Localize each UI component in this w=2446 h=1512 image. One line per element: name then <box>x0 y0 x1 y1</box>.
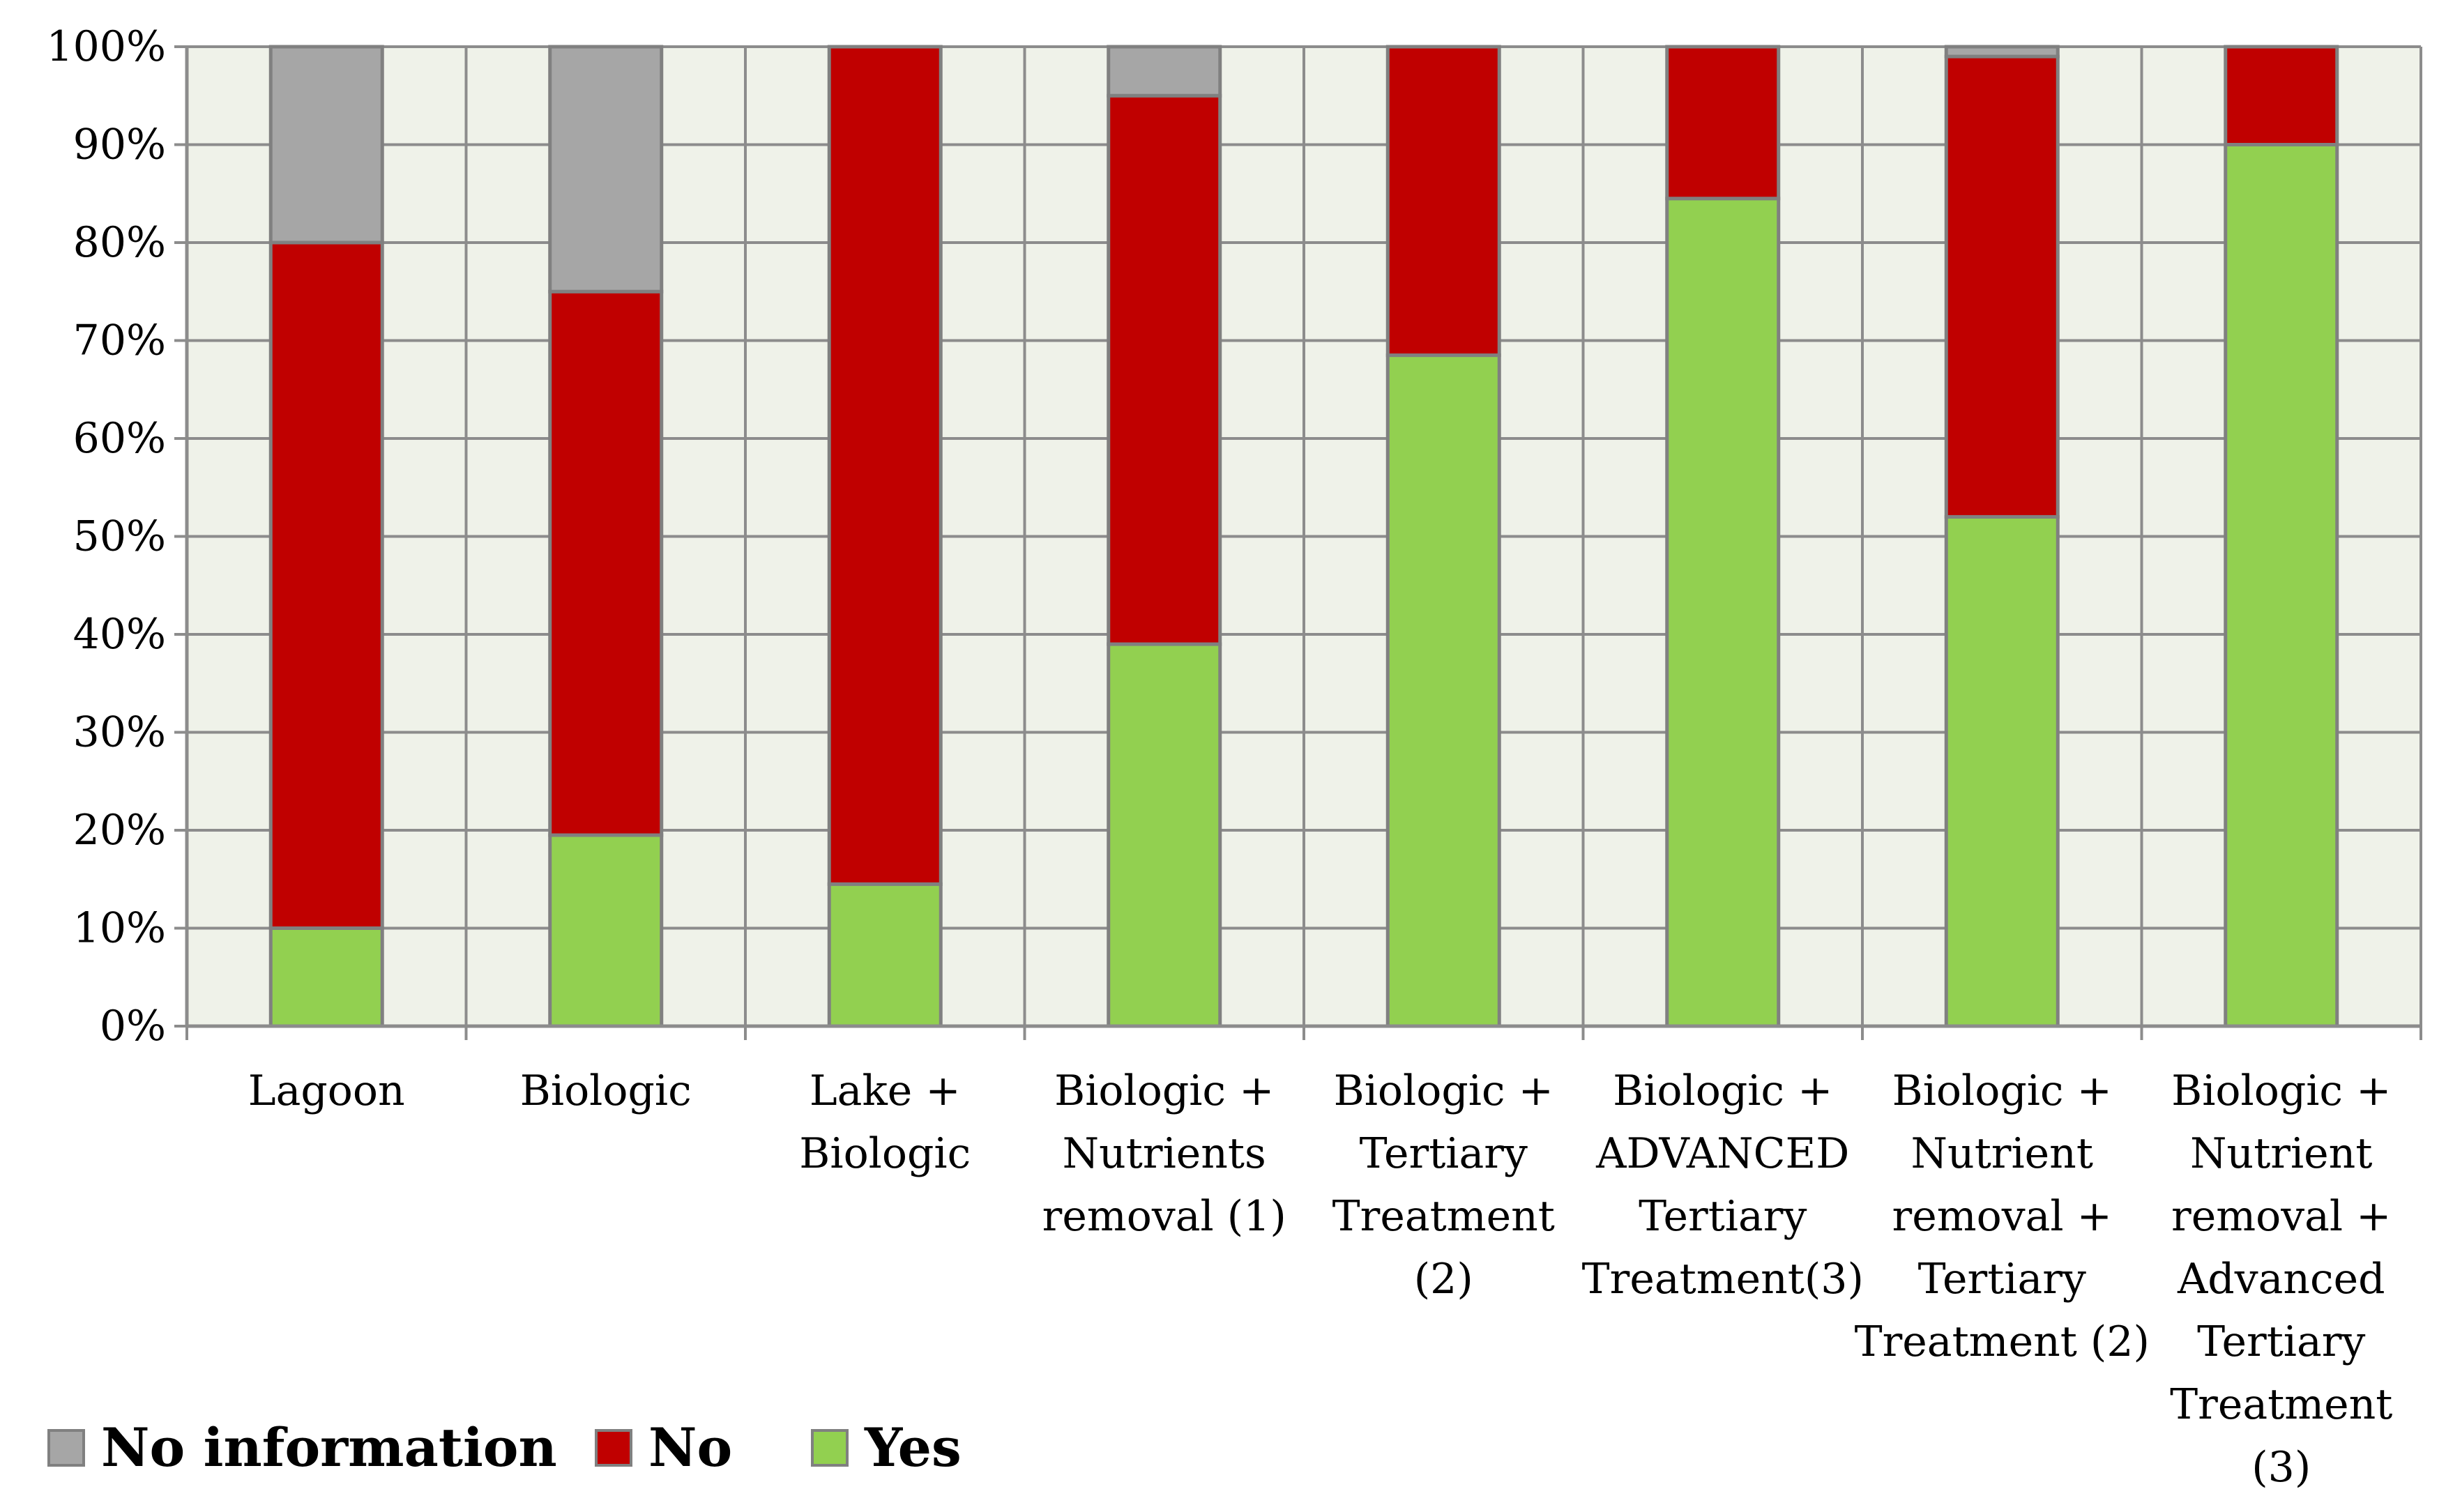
x-tick-label-line: Nutrients <box>1063 1129 1266 1178</box>
x-tick-label-line: removal (1) <box>1042 1192 1286 1241</box>
bar-segment-no <box>1107 93 1222 646</box>
y-tick-label: 80% <box>73 218 166 267</box>
x-tick-label-line: Biologic <box>520 1067 692 1115</box>
x-tick-label-line: removal + <box>1892 1192 2112 1241</box>
x-tick-labels: Lagoon Biologic Lake + Biologic Biologic + Nu… <box>248 1067 2393 1492</box>
bar-segment-no-information <box>1107 45 1222 98</box>
x-tick-label-line: Biologic + <box>2171 1067 2391 1115</box>
bar-segment-no <box>1944 54 2060 519</box>
x-tick-label: Biologic <box>520 1067 692 1115</box>
x-tick-label-line: ADVANCED <box>1595 1129 1849 1178</box>
x-tick-label: Biologic + Tertiary Treatment (2) <box>1332 1067 1555 1304</box>
x-tick-label-line: Biologic + <box>1613 1067 1832 1115</box>
bars <box>268 45 2339 1028</box>
x-tick-label-line: Tertiary <box>1360 1129 1528 1178</box>
bar-segment-yes <box>1944 514 2060 1028</box>
bar-segment-yes <box>1665 197 1781 1028</box>
y-tick-label: 0% <box>100 1002 166 1051</box>
bar-segment-yes <box>268 926 384 1028</box>
x-tick-label-line: Lake + <box>810 1067 961 1115</box>
x-tick-label-line: removal + <box>2171 1192 2391 1241</box>
x-tick-label-line: Advanced <box>2177 1255 2385 1304</box>
y-tick-label: 90% <box>73 121 166 169</box>
x-tick-label-line: Biologic + <box>1892 1067 2112 1115</box>
legend-label: No information <box>101 1416 557 1479</box>
x-tick-label-line: (3) <box>2251 1443 2311 1492</box>
x-tick-label-line: Biologic + <box>1334 1067 1554 1115</box>
bar-segment-yes <box>2224 143 2339 1028</box>
legend-label: Yes <box>864 1416 962 1479</box>
y-tick-label: 30% <box>73 708 166 757</box>
x-tick-label: Biologic + Nutrients removal (1) <box>1042 1067 1286 1241</box>
legend: No information No Yes <box>47 1416 962 1479</box>
legend-swatch <box>47 1429 85 1467</box>
legend-swatch <box>595 1429 632 1467</box>
x-tick-label-line: Treatment (2) <box>1855 1318 2150 1366</box>
x-tick-label-line: Tertiary <box>1918 1255 2086 1304</box>
x-tick-label: Lake + Biologic <box>799 1067 971 1178</box>
bar-segment-yes <box>1107 642 1222 1028</box>
x-tick-label-line: (2) <box>1414 1255 1473 1304</box>
axes <box>174 45 2422 1040</box>
y-tick-label: 60% <box>73 414 166 463</box>
bar-segment-no <box>268 240 384 930</box>
x-tick-label: Biologic + Nutrient removal + Advanced Terti… <box>2170 1067 2392 1492</box>
x-tick-label-line: Treatment <box>2170 1380 2392 1429</box>
y-tick-label: 10% <box>73 904 166 953</box>
x-tick-label-line: Biologic <box>799 1129 971 1178</box>
y-tick-label: 20% <box>73 806 166 855</box>
bar-segment-no <box>2224 45 2339 146</box>
y-tick-label: 70% <box>73 316 166 365</box>
bar-segment-yes <box>548 833 664 1028</box>
y-tick-label: 40% <box>73 610 166 659</box>
legend-swatch <box>811 1429 849 1467</box>
bar-segment-no <box>827 45 943 886</box>
x-tick-label-line: Nutrient <box>1911 1129 2093 1178</box>
bar-segment-no <box>1385 45 1501 358</box>
y-tick-labels: 0% 10% 20% 30% 40% 50% 60% 70% 80% 90% 100% <box>46 22 166 1051</box>
bar-segment-no-information <box>1944 45 2060 59</box>
bar-segment-no <box>548 289 664 837</box>
x-tick-label-line: Tertiary <box>1639 1192 1807 1241</box>
x-tick-label: Lagoon <box>248 1067 405 1115</box>
y-tick-label: 100% <box>46 22 166 71</box>
bar-segment-yes <box>1385 353 1501 1028</box>
x-tick-label-line: Treatment(3) <box>1582 1255 1864 1304</box>
legend-label: No <box>648 1416 732 1479</box>
y-tick-label: 50% <box>73 512 166 561</box>
bar-segment-no <box>1665 45 1781 201</box>
x-tick-label-line: Biologic + <box>1054 1067 1274 1115</box>
bar-segment-no-information <box>268 45 384 245</box>
x-tick-label-line: Lagoon <box>248 1067 405 1115</box>
x-tick-label: Biologic + ADVANCED Tertiary Treatment(3) <box>1582 1067 1864 1304</box>
x-tick-label-line: Nutrient <box>2190 1129 2372 1178</box>
x-tick-label: Biologic + Nutrient removal + Tertiary Treat… <box>1855 1067 2150 1366</box>
bar-segment-yes <box>827 882 943 1028</box>
x-tick-label-line: Tertiary <box>2197 1318 2365 1366</box>
bar-segment-no-information <box>548 45 664 293</box>
x-tick-label-line: Treatment <box>1332 1192 1555 1241</box>
